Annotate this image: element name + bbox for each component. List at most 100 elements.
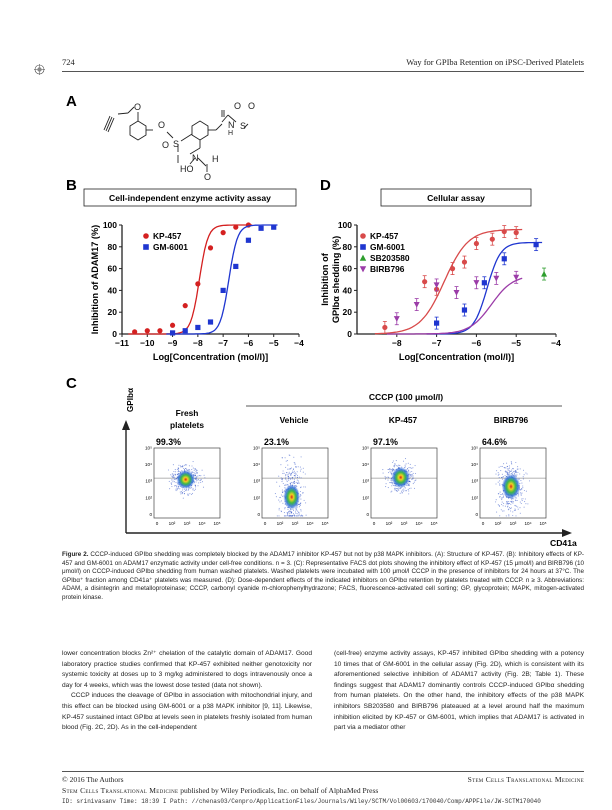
facs-event: [521, 488, 523, 490]
facs-event: [515, 472, 517, 474]
facs-event: [296, 513, 298, 515]
facs-event: [181, 493, 183, 495]
facs-y-tick-label: 0: [475, 512, 478, 517]
facs-event: [519, 512, 521, 514]
facs-event: [189, 487, 191, 489]
facs-event: [498, 473, 500, 475]
facs-event: [183, 488, 185, 490]
facs-event: [174, 469, 176, 471]
facs-x-tick-label: 10²: [386, 521, 393, 526]
facs-event: [289, 454, 291, 456]
y-tick-label: 100: [103, 220, 117, 230]
facs-event: [509, 506, 511, 509]
facs-event: [184, 464, 186, 466]
facs-event: [298, 511, 300, 513]
facs-event: [182, 497, 184, 499]
x-tick-label: −6: [244, 338, 254, 348]
facs-event: [303, 499, 305, 501]
facs-event: [278, 499, 280, 501]
facs-event: [521, 498, 523, 500]
facs-y-tick-label: 10³: [253, 479, 260, 484]
facs-event: [288, 478, 290, 480]
facs-event: [515, 497, 517, 499]
facs-event: [293, 461, 295, 464]
facs-event: [388, 472, 390, 474]
panel-label-d: D: [320, 177, 331, 194]
facs-event: [293, 456, 295, 458]
facs-x-tick-label: 0: [156, 521, 159, 526]
facs-event: [293, 509, 295, 511]
facs-event: [499, 483, 501, 485]
body-paragraph: CCCP induces the cleavage of GPIbα in as…: [62, 692, 312, 732]
facs-event: [198, 475, 201, 477]
caption-text: CCCP-induced GPIbα shedding was complete…: [62, 551, 585, 601]
facs-event: [285, 484, 287, 486]
facs-event: [385, 483, 387, 485]
facs-event: [500, 470, 502, 472]
data-point: [493, 275, 500, 282]
facs-event: [292, 472, 294, 474]
facs-event: [519, 492, 521, 494]
facs-event: [505, 503, 507, 505]
kp457-atom-labels: O O S O S N H O O N HO O H: [134, 101, 255, 182]
facs-event: [280, 477, 282, 479]
y-axis-label-line1: Inhibition of: [320, 252, 330, 305]
facs-event: [502, 505, 504, 507]
facs-event: [175, 482, 177, 484]
facs-event: [181, 466, 183, 468]
facs-event: [287, 515, 289, 517]
facs-event: [409, 467, 411, 469]
facs-event: [382, 469, 384, 471]
facs-event: [300, 487, 302, 489]
facs-y-tick-label: 10⁴: [145, 462, 152, 467]
facs-event: [515, 515, 517, 517]
facs-event: [293, 475, 295, 477]
facs-event: [497, 474, 499, 476]
registration-mark-icon: [34, 64, 45, 75]
facs-event: [384, 478, 387, 480]
facs-event: [387, 479, 389, 481]
facs-event: [172, 481, 174, 483]
facs-x-tick-label: 10⁵: [430, 521, 437, 526]
facs-event: [282, 472, 284, 474]
facs-event: [183, 467, 185, 470]
facs-event: [293, 515, 296, 517]
facs-event: [517, 495, 519, 497]
facs-event: [291, 515, 293, 517]
facs-event: [289, 513, 291, 515]
facs-event: [185, 467, 187, 469]
facs-event: [168, 480, 170, 482]
facs-event: [287, 484, 289, 486]
facs-y-tick-label: 10⁵: [145, 445, 152, 450]
atom-s-2: S: [240, 121, 246, 131]
facs-event: [408, 485, 410, 487]
facs-event: [287, 512, 289, 514]
facs-x-tick-label: 10³: [401, 521, 408, 526]
legend-label: KP-457: [370, 231, 399, 241]
cd41a-axis-arrow: [126, 529, 572, 537]
facs-event: [191, 487, 193, 489]
facs-event: [295, 509, 297, 511]
facs-event: [179, 465, 182, 467]
fit-curve-birb796: [386, 277, 523, 335]
facs-event: [395, 465, 397, 467]
facs-event: [408, 493, 410, 495]
facs-event: [412, 478, 414, 480]
facs-density-core: [501, 473, 521, 500]
facs-event: [175, 478, 177, 480]
panel-d-title-box: [380, 188, 532, 207]
facs-event: [182, 465, 184, 467]
facs-event: [401, 490, 403, 492]
facs-event: [299, 503, 302, 505]
facs-event: [411, 478, 413, 481]
facs-event: [393, 466, 395, 468]
facs-event: [294, 463, 296, 466]
facs-event: [391, 485, 393, 487]
facs-event: [298, 476, 300, 478]
facs-event: [299, 470, 302, 472]
facs-x-tick-label: 10²: [277, 521, 284, 526]
data-point: [453, 289, 460, 296]
facs-event: [278, 509, 280, 511]
facs-event: [394, 465, 396, 467]
facs-event: [171, 479, 173, 481]
